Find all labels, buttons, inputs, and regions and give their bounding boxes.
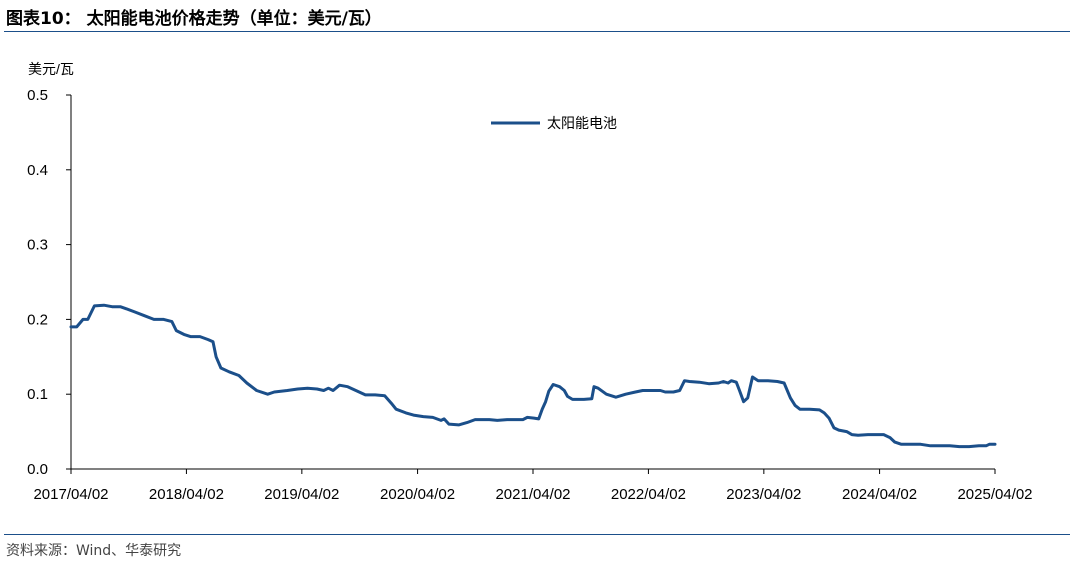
y-axis-label: 美元/瓦 xyxy=(28,61,74,77)
series-layer xyxy=(69,303,997,449)
line-chart: 0.00.10.20.30.40.5 2017/04/02 2018/04/02 2… xyxy=(27,61,1033,503)
x-tick-label: 2022/04/02 xyxy=(611,486,686,503)
x-tick-label: 2019/04/02 xyxy=(264,486,339,503)
legend-label: 太阳能电池 xyxy=(547,115,617,131)
footer-divider xyxy=(4,534,1070,535)
x-tick-label: 2020/04/02 xyxy=(380,486,455,503)
x-tick-label: 2017/04/02 xyxy=(33,486,108,503)
x-axis: 2017/04/02 2018/04/02 2019/04/02 2020/04/02… xyxy=(33,468,1033,503)
x-tick-label: 2023/04/02 xyxy=(726,486,801,503)
x-tick-label: 2018/04/02 xyxy=(149,486,224,503)
x-tick-label: 2025/04/02 xyxy=(957,486,1032,503)
x-tick-label: 2024/04/02 xyxy=(842,486,917,503)
y-tick-label: 0.1 xyxy=(27,386,48,403)
page-title: 图表10： 太阳能电池价格走势（单位：美元/瓦） xyxy=(6,9,382,29)
legend: 太阳能电池 xyxy=(491,115,617,131)
y-tick-label: 0.5 xyxy=(27,87,48,104)
y-tick-label: 0.0 xyxy=(27,461,48,478)
y-axis: 0.0 0.1 0.2 0.3 0.4 0.5 xyxy=(27,87,72,478)
title-divider xyxy=(4,31,1070,32)
series-line xyxy=(69,303,997,449)
source-note: 资料来源：Wind、华泰研究 xyxy=(6,543,182,559)
y-tick-label: 0.4 xyxy=(27,162,48,179)
x-tick-label: 2021/04/02 xyxy=(495,486,570,503)
y-tick-label: 0.3 xyxy=(27,237,48,254)
y-tick-label: 0.2 xyxy=(27,311,48,328)
